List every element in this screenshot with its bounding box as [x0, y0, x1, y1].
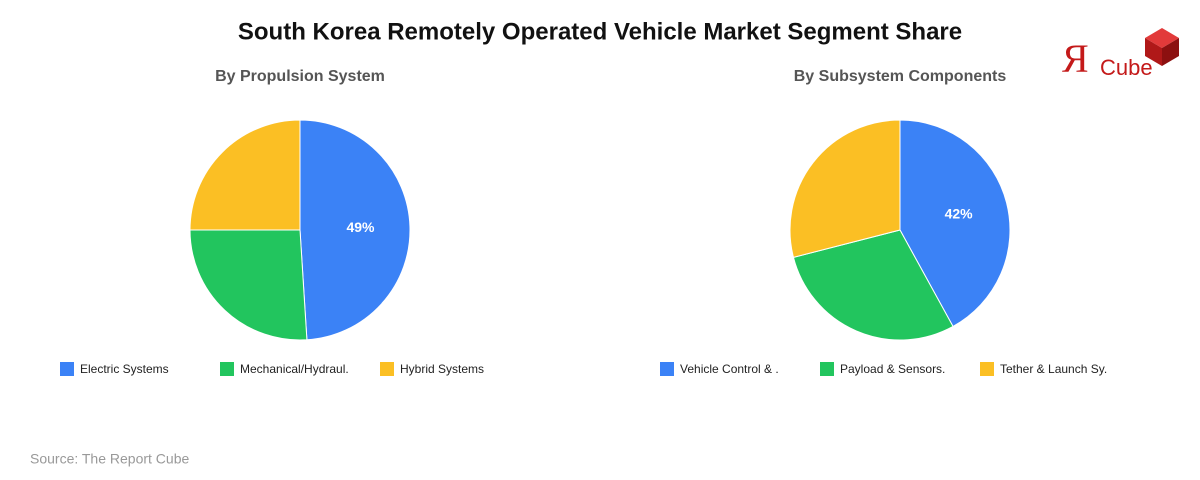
legend-label: Hybrid Systems	[400, 362, 484, 376]
chart-subtitle: By Propulsion System	[215, 68, 385, 85]
chart-subtitle: By Subsystem Components	[794, 68, 1007, 85]
logo-mark: Я	[1062, 36, 1089, 81]
data-label: 42%	[945, 206, 974, 222]
legend-swatch	[820, 362, 834, 376]
legend-label: Electric Systems	[80, 362, 169, 376]
logo-cube-left	[1145, 38, 1162, 66]
legend-swatch	[60, 362, 74, 376]
legend-swatch	[980, 362, 994, 376]
pie-slice	[189, 229, 308, 341]
pie-slice	[789, 119, 901, 258]
pie-slice	[189, 119, 301, 231]
source: Source: The Report Cube	[30, 451, 189, 467]
legend-swatch	[380, 362, 394, 376]
legend-swatch	[220, 362, 234, 376]
legend-label: Payload & Sensors.	[840, 362, 945, 376]
legend-label: Tether & Launch Sy.	[1000, 362, 1107, 376]
pie-slice	[899, 119, 1011, 328]
logo-text: Cube	[1100, 55, 1153, 80]
legend-swatch	[660, 362, 674, 376]
pie-slice	[792, 229, 954, 341]
legend-label: Mechanical/Hydraul.	[240, 362, 349, 376]
logo-cube-right	[1162, 38, 1179, 66]
logo: Я Cube	[1062, 28, 1179, 81]
legend-label: Vehicle Control & .	[680, 362, 779, 376]
page-title: South Korea Remotely Operated Vehicle Ma…	[238, 18, 962, 45]
pie-slice	[299, 119, 411, 341]
data-label: 49%	[346, 219, 375, 235]
